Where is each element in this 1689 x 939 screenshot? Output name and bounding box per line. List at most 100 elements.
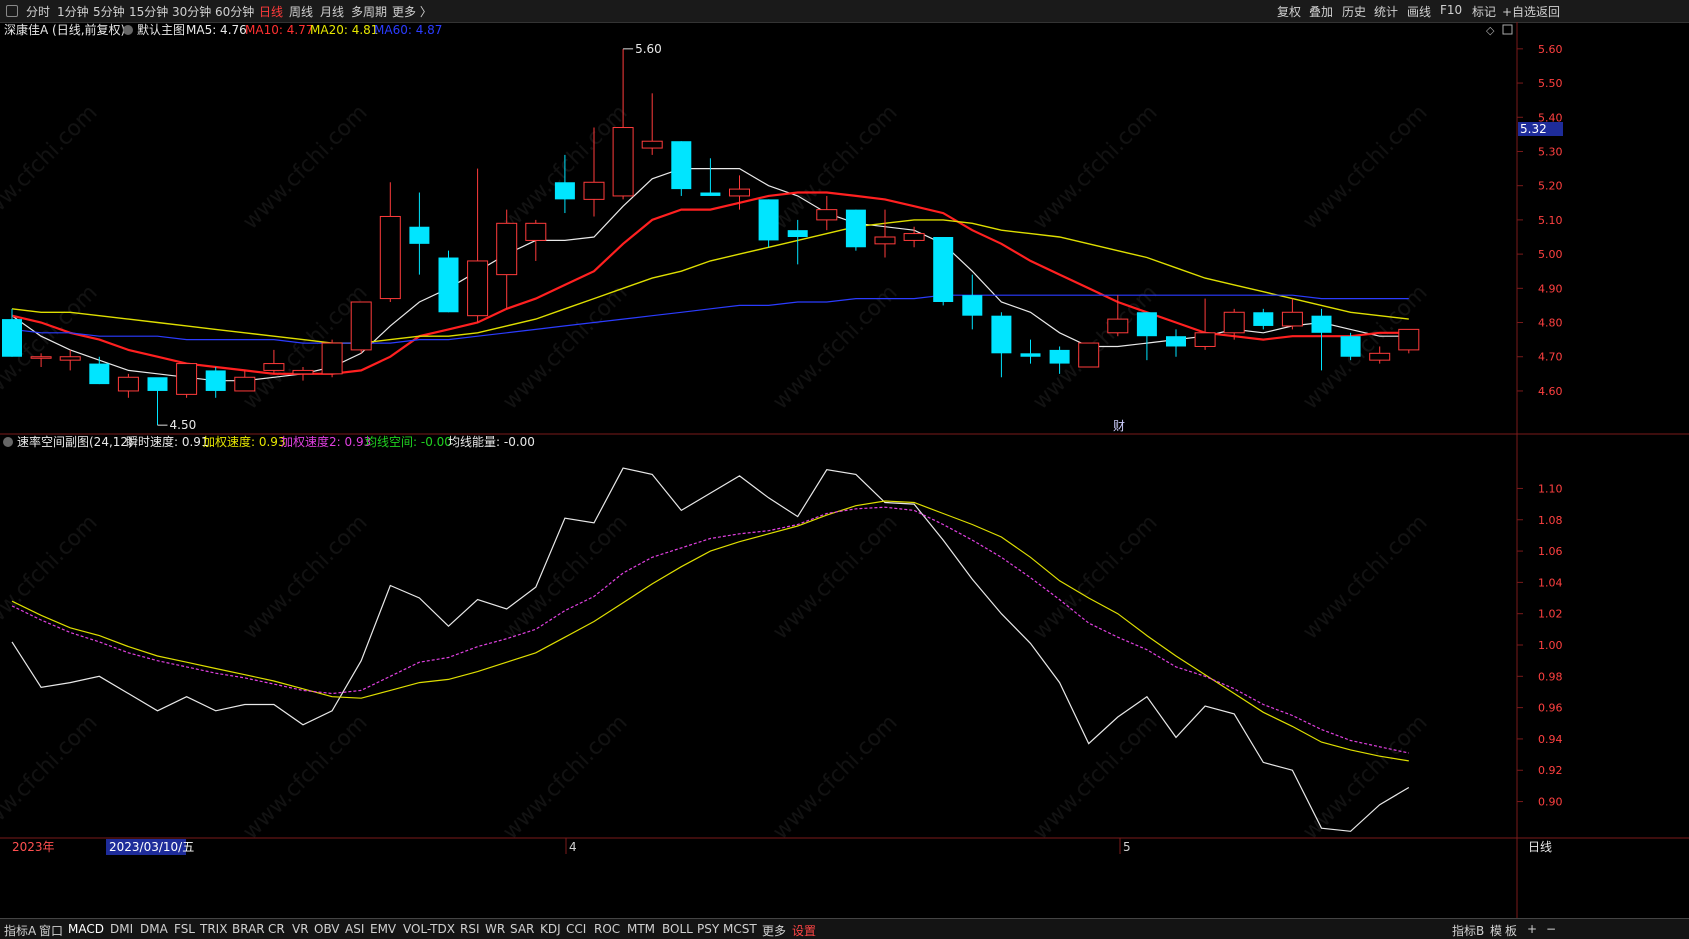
period-tab-more[interactable]: 更多 〉 (392, 5, 432, 19)
watermark-layer: www.cfchi.com www.cfchi.com www.cfchi.com w… (0, 100, 1433, 844)
period-tab-1min[interactable]: 1分钟 (57, 5, 89, 19)
period-tab-15min[interactable]: 15分钟 (129, 5, 169, 19)
sub-series-line-1 (11, 467, 1410, 832)
weighted-speed-label: 加权速度: 0.93 (203, 434, 286, 449)
candle (729, 175, 750, 210)
tab-indicator-a[interactable]: 指标A (4, 924, 37, 938)
period-tab-multi[interactable]: 多周期 (351, 5, 388, 19)
candle (758, 199, 779, 248)
main-chart-label[interactable]: 默认主图 (137, 22, 185, 37)
period-tab-weekly[interactable]: 周线 (289, 5, 314, 19)
sub-indicator-label[interactable]: 速率空间副图(24,12) (17, 434, 133, 449)
tab-dmi[interactable]: DMI (110, 922, 134, 936)
watermark-text: www.cfchi.com (238, 710, 372, 844)
tab-cr[interactable]: CR (268, 922, 285, 936)
candle (234, 370, 256, 392)
candle (612, 48, 634, 200)
tab-macd[interactable]: MACD (68, 922, 104, 936)
candle (1020, 339, 1041, 364)
sub-lines (11, 467, 1410, 832)
sub-series-line-3 (11, 506, 1409, 754)
period-tab-分时[interactable]: 分时 (26, 5, 51, 19)
candle (641, 93, 663, 155)
period-tab-5min[interactable]: 5分钟 (93, 5, 125, 19)
sub-chart-settings-icon[interactable] (3, 437, 13, 447)
candle (496, 209, 518, 309)
candle (1253, 308, 1274, 330)
tab-asi[interactable]: ASI (345, 922, 365, 936)
tab-fsl[interactable]: FSL (174, 922, 195, 936)
candle (554, 154, 575, 214)
price-axis-label: 5.20 (1538, 180, 1563, 193)
tab-add[interactable]: + (1527, 922, 1538, 936)
tab-sar[interactable]: SAR (510, 922, 535, 936)
tab-rsi[interactable]: RSI (460, 922, 480, 936)
fuquan-button[interactable]: 复权 (1277, 5, 1302, 19)
back-button[interactable]: 返回 (1536, 5, 1561, 19)
mark-button[interactable]: 标记 (1472, 5, 1497, 19)
tab-dma[interactable]: DMA (140, 922, 168, 936)
stock-label[interactable]: 深康佳A (日线,前复权) (4, 22, 125, 37)
draw-button[interactable]: 画线 (1407, 5, 1432, 19)
watermark-text: www.cfchi.com (0, 510, 103, 644)
watermark-text: www.cfchi.com (1028, 510, 1162, 644)
candle (1078, 342, 1100, 368)
chart-canvas[interactable]: www.cfchi.com www.cfchi.com www.cfchi.com w… (0, 22, 1689, 918)
ma-line-ma20 (11, 219, 1409, 344)
tab-window[interactable]: 窗口 (39, 924, 64, 938)
candles (2, 48, 1420, 426)
tab-mtm[interactable]: MTM (627, 922, 656, 936)
tab-boll[interactable]: BOLL (662, 922, 693, 936)
period-tab-daily[interactable]: 日线 (259, 5, 284, 19)
period-toolbar: 分时 1分钟 5分钟 15分钟 30分钟 60分钟 日线 周线 月线 多周期 更… (0, 0, 1689, 23)
year-label: 2023年 (12, 840, 55, 854)
sub-axis-label: 0.92 (1538, 764, 1563, 777)
tab-settings[interactable]: 设置 (792, 924, 817, 938)
tab-trix[interactable]: TRIX (200, 922, 228, 936)
overlay-button[interactable]: 叠加 (1309, 5, 1334, 19)
period-tab-30min[interactable]: 30分钟 (172, 5, 212, 19)
financial-report-marker[interactable]: 财 (1113, 419, 1125, 433)
price-axis-label: 5.50 (1538, 77, 1563, 90)
tab-wr[interactable]: WR (485, 922, 506, 936)
candle (30, 353, 52, 367)
candle (292, 367, 314, 381)
period-tab-60min[interactable]: 60分钟 (215, 5, 255, 19)
tab-board[interactable]: 板 (1505, 924, 1518, 938)
stats-button[interactable]: 统计 (1374, 5, 1399, 19)
candle (991, 312, 1012, 378)
watermark-text: www.cfchi.com (498, 100, 632, 234)
tab-more[interactable]: 更多 (762, 924, 787, 938)
candle (117, 373, 139, 398)
main-chart-settings-icon[interactable] (123, 25, 133, 35)
candle (1136, 312, 1157, 361)
ma-energy-label: 均线能量: -0.00 (448, 435, 535, 449)
tab-obv[interactable]: OBV (314, 922, 340, 936)
menu-toggle-icon[interactable] (6, 5, 18, 17)
f10-button[interactable]: F10 (1440, 3, 1463, 17)
ma5-label: MA5: 4.76 (186, 23, 247, 37)
sub-axis-label: 0.94 (1538, 733, 1563, 746)
period-tab-monthly[interactable]: 月线 (320, 5, 345, 19)
tab-vol-tdx[interactable]: VOL-TDX (403, 922, 455, 936)
tab-brar[interactable]: BRAR (232, 922, 265, 936)
tab-remove[interactable]: − (1546, 922, 1557, 936)
candle (1166, 329, 1186, 357)
price-axis-label: 5.10 (1538, 214, 1563, 227)
tab-psy[interactable]: PSY (697, 922, 720, 936)
maximize-panel-icon[interactable] (1502, 24, 1513, 35)
history-button[interactable]: 历史 (1342, 5, 1367, 19)
candle (89, 356, 110, 385)
watermark-text: www.cfchi.com (0, 100, 103, 234)
diamond-icon[interactable]: ◇ (1486, 24, 1495, 37)
tab-indicator-b[interactable]: 指标B (1452, 924, 1485, 938)
tab-vr[interactable]: VR (292, 922, 309, 936)
tab-emv[interactable]: EMV (370, 922, 397, 936)
tab-roc[interactable]: ROC (594, 922, 621, 936)
add-watchlist-button[interactable]: +自选 (1502, 5, 1537, 19)
tab-mcst[interactable]: MCST (723, 922, 757, 936)
watermark-text: www.cfchi.com (498, 510, 632, 644)
tab-kdj[interactable]: KDJ (540, 922, 561, 936)
tab-cci[interactable]: CCI (566, 922, 587, 936)
tab-template[interactable]: 模 (1490, 924, 1503, 938)
